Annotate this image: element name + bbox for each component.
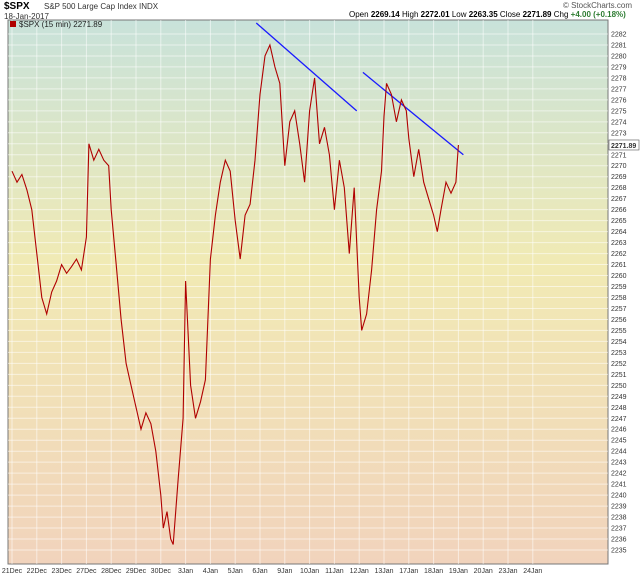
y-tick-label: 2277 [611, 86, 627, 93]
y-tick-label: 2257 [611, 306, 627, 313]
y-tick-label: 2247 [611, 416, 627, 423]
y-tick-label: 2276 [611, 97, 627, 104]
x-tick-label: 10Jan [300, 568, 319, 575]
y-tick-label: 2279 [611, 64, 627, 71]
x-tick-label: 11Jan [325, 568, 344, 575]
y-tick-label: 2268 [611, 185, 627, 192]
x-tick-label: 4Jan [203, 568, 218, 575]
y-tick-label: 2238 [611, 515, 627, 522]
change-value: +4.00 (+0.18%) [570, 10, 626, 19]
last-price-box [608, 139, 640, 151]
low-value: 2263.35 [468, 10, 498, 19]
last-price-label: 2271.89 [611, 143, 636, 150]
x-tick-label: 23Jan [498, 568, 517, 575]
legend-label: $SPX (15 min) 2271.89 [19, 20, 103, 29]
y-tick-label: 2245 [611, 438, 627, 445]
y-tick-label: 2270 [611, 163, 627, 170]
x-tick-label: 30Dec [151, 568, 172, 575]
brand-watermark[interactable]: © StockCharts.com [562, 1, 632, 10]
x-tick-label: 3Jan [178, 568, 193, 575]
x-tick-label: 9Jan [277, 568, 292, 575]
x-tick-label: 23Dec [51, 568, 72, 575]
y-tick-label: 2237 [611, 526, 627, 533]
y-tick-label: 2267 [611, 196, 627, 203]
y-tick-label: 2264 [611, 229, 627, 236]
y-tick-label: 2249 [611, 394, 627, 401]
y-tick-label: 2243 [611, 460, 627, 467]
y-tick-label: 2252 [611, 361, 627, 368]
y-tick-label: 2273 [611, 130, 627, 137]
x-tick-label: 20Jan [474, 568, 493, 575]
y-tick-label: 2281 [611, 42, 627, 49]
y-tick-label: 2263 [611, 240, 627, 247]
y-tick-label: 2274 [611, 119, 627, 126]
y-tick-label: 2251 [611, 372, 627, 379]
x-tick-label: 28Dec [101, 568, 122, 575]
y-tick-label: 2261 [611, 262, 627, 269]
y-tick-label: 2244 [611, 449, 627, 456]
y-tick-label: 2242 [611, 471, 627, 478]
y-tick-label: 2239 [611, 504, 627, 511]
y-tick-label: 2262 [611, 251, 627, 258]
index-name: S&P 500 Large Cap Index INDX [44, 2, 159, 11]
y-tick-label: 2235 [611, 548, 627, 555]
y-tick-label: 2282 [611, 31, 627, 38]
x-tick-label: 12Jan [350, 568, 369, 575]
close-label: Close [499, 10, 521, 19]
chart-date: 18-Jan-2017 [4, 12, 49, 21]
x-tick-label: 24Jan [523, 568, 542, 575]
y-tick-label: 2255 [611, 328, 627, 335]
y-tick-label: 2254 [611, 339, 627, 346]
y-tick-label: 2240 [611, 493, 627, 500]
y-tick-label: 2275 [611, 108, 627, 115]
y-tick-label: 2271 [611, 152, 627, 159]
trendline [362, 71, 464, 156]
y-tick-label: 2253 [611, 350, 627, 357]
y-tick-label: 2258 [611, 295, 627, 302]
x-tick-label: 17Jan [399, 568, 418, 575]
x-tick-label: 29Dec [126, 568, 147, 575]
last-price-tag: 2271.89 [608, 139, 640, 151]
y-tick-label: 2248 [611, 405, 627, 412]
trendline [255, 22, 358, 112]
y-tick-label: 2236 [611, 537, 627, 544]
y-tick-label: 2246 [611, 427, 627, 434]
x-tick-label: 19Jan [449, 568, 468, 575]
open-label: Open [349, 10, 369, 19]
trendlines [255, 22, 464, 156]
x-tick-label: 22Dec [27, 568, 48, 575]
y-tick-label: 2256 [611, 317, 627, 324]
change-label: Chg [553, 10, 569, 19]
x-tick-label: 6Jan [252, 568, 267, 575]
y-tick-label: 2280 [611, 53, 627, 60]
x-tick-label: 18Jan [424, 568, 443, 575]
plot-area [7, 19, 609, 565]
x-tick-label: 5Jan [228, 568, 243, 575]
x-tick-label: 13Jan [374, 568, 393, 575]
x-axis-tick-labels: 21Dec 22Dec 23Dec 27Dec 28Dec 29Dec 30Dec 3Jan 4… [2, 568, 543, 575]
open-value: 2269.14 [370, 10, 400, 19]
quote-summary: Open 2269.14 High 2272.01 Low 2263.35 Cl… [349, 10, 626, 19]
y-tick-label: 2265 [611, 218, 627, 225]
y-tick-label: 2269 [611, 174, 627, 181]
close-value: 2271.89 [522, 10, 552, 19]
symbol-title: $SPX [4, 1, 30, 12]
y-tick-label: 2260 [611, 273, 627, 280]
x-tick-label: 21Dec [2, 568, 23, 575]
legend-swatch [10, 21, 16, 27]
price-series-line [11, 43, 459, 545]
y-tick-label: 2259 [611, 284, 627, 291]
y-axis-tick-labels: 2235 2236 2237 2238 2239 2240 2241 2242 2243 2244… [611, 31, 627, 554]
y-tick-label: 2250 [611, 383, 627, 390]
y-tick-label: 2266 [611, 207, 627, 214]
high-label: High [401, 10, 419, 19]
low-label: Low [451, 10, 467, 19]
x-tick-label: 27Dec [76, 568, 97, 575]
y-tick-label: 2278 [611, 75, 627, 82]
y-tick-label: 2241 [611, 482, 627, 489]
high-value: 2272.01 [420, 10, 450, 19]
